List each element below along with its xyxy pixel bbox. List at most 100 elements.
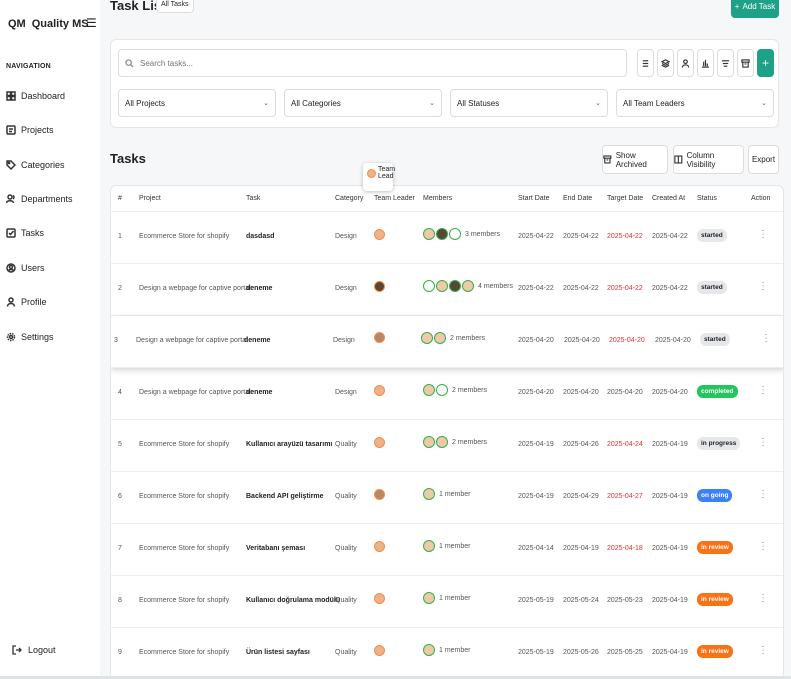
members-group[interactable]: 3 members: [423, 228, 500, 240]
leaders-select[interactable]: All Team Leaders ⌄: [616, 89, 774, 117]
col-header-status[interactable]: Status: [697, 195, 717, 202]
col-header-start-date[interactable]: Start Date: [518, 195, 550, 202]
col-header-num[interactable]: #: [118, 195, 122, 202]
column-visibility-button[interactable]: Column Visibility: [673, 145, 744, 174]
team-lead-tooltip: Team Lead: [363, 163, 395, 191]
row-task[interactable]: Backend API geliştirme: [246, 493, 324, 500]
more-options-icon[interactable]: ⋮: [761, 333, 771, 344]
export-button[interactable]: Export: [748, 145, 779, 174]
members-group[interactable]: 1 member: [423, 644, 471, 656]
sidebar-item-tasks[interactable]: Tasks: [6, 228, 44, 238]
sort-button[interactable]: [717, 49, 734, 77]
table-row[interactable]: 1 Ecommerce Store for shopify dasdasd De…: [111, 212, 783, 264]
layers-button[interactable]: [657, 49, 674, 77]
add-task-button[interactable]: + Add Task: [731, 0, 779, 18]
sidebar-item-profile[interactable]: Profile: [6, 297, 47, 307]
col-header-target-date[interactable]: Target Date: [607, 195, 644, 202]
team-leader-avatar[interactable]: [374, 229, 385, 240]
team-leader-avatar[interactable]: [374, 541, 385, 552]
more-options-icon[interactable]: ⋮: [758, 385, 768, 396]
row-task[interactable]: deneme: [246, 285, 273, 292]
export-label: Export: [751, 155, 776, 164]
team-leader-avatar[interactable]: [374, 385, 385, 396]
all-tasks-chip[interactable]: All Tasks: [156, 0, 194, 13]
members-group[interactable]: 1 member: [423, 488, 471, 500]
table-row[interactable]: 7 Ecommerce Store for shopify Veritabanı…: [111, 524, 783, 576]
more-options-icon[interactable]: ⋮: [758, 645, 768, 656]
chart-button[interactable]: [697, 49, 714, 77]
row-task[interactable]: Kullanıcı arayüzü tasarımı: [246, 441, 333, 448]
row-task[interactable]: Veritabanı şeması: [246, 545, 306, 552]
table-row[interactable]: 9 Ecommerce Store for shopify Ürün liste…: [111, 628, 783, 678]
member-avatar: [462, 280, 474, 292]
more-options-icon[interactable]: ⋮: [758, 489, 768, 500]
more-options-icon[interactable]: ⋮: [758, 437, 768, 448]
more-options-icon[interactable]: ⋮: [758, 593, 768, 604]
list-view-button[interactable]: [637, 49, 654, 77]
row-number: 9: [118, 649, 122, 656]
sidebar-item-settings[interactable]: Settings: [6, 332, 54, 342]
team-leader-avatar[interactable]: [374, 281, 385, 292]
members-group[interactable]: 1 member: [423, 592, 471, 604]
row-task[interactable]: deneme: [246, 389, 273, 396]
sidebar-item-projects[interactable]: Projects: [6, 125, 54, 135]
sidebar-item-departments[interactable]: Departments: [6, 194, 73, 204]
members-group[interactable]: 2 members: [423, 436, 487, 448]
gear-icon: [6, 332, 16, 342]
statuses-select[interactable]: All Statuses ⌄: [450, 89, 608, 117]
projects-select-value: All Projects: [125, 98, 166, 108]
col-header-category[interactable]: Category: [335, 195, 364, 202]
row-task[interactable]: deneme: [244, 337, 271, 344]
col-header-created-at[interactable]: Created At: [652, 195, 686, 202]
sidebar-item-categories[interactable]: Categories: [6, 160, 65, 170]
table-row[interactable]: 3 Design a webpage for captive portal de…: [111, 316, 783, 368]
table-row[interactable]: 4 Design a webpage for captive portal de…: [111, 368, 783, 420]
sidebar-item-dashboard[interactable]: Dashboard: [6, 91, 65, 101]
team-leader-avatar[interactable]: [374, 332, 385, 343]
col-header-end-date[interactable]: End Date: [563, 195, 593, 202]
filter-card: + All Projects ⌄ All Categories ⌄ All St…: [110, 39, 779, 128]
team-leader-avatar[interactable]: [374, 437, 385, 448]
archive-button[interactable]: [737, 49, 754, 77]
col-header-action: Action: [751, 195, 771, 202]
col-header-members[interactable]: Members: [423, 195, 453, 202]
table-row[interactable]: 8 Ecommerce Store for shopify Kullanıcı …: [111, 576, 783, 628]
table-row[interactable]: 2 Design a webpage for captive portal de…: [111, 264, 783, 316]
row-task[interactable]: Ürün listesi sayfası: [246, 649, 310, 656]
horizontal-scrollbar[interactable]: [0, 676, 791, 679]
row-task[interactable]: dasdasd: [246, 233, 275, 240]
bar-chart-icon: [701, 59, 710, 68]
member-count: 1 member: [439, 646, 471, 654]
plus-icon: +: [734, 1, 740, 11]
more-options-icon[interactable]: ⋮: [758, 229, 768, 240]
hamburger-icon[interactable]: ☰: [86, 16, 97, 30]
col-header-task[interactable]: Task: [246, 195, 261, 202]
more-options-icon[interactable]: ⋮: [758, 541, 768, 552]
add-filter-button[interactable]: +: [757, 49, 774, 77]
user-filter-button[interactable]: [677, 49, 694, 77]
categories-select[interactable]: All Categories ⌄: [284, 89, 442, 117]
table-row[interactable]: 5 Ecommerce Store for shopify Kullanıcı …: [111, 420, 783, 472]
members-group[interactable]: 2 members: [421, 332, 485, 344]
members-group[interactable]: 1 member: [423, 540, 471, 552]
search-box[interactable]: [118, 49, 627, 77]
brand[interactable]: QM Quality MS: [8, 18, 89, 30]
sidebar-item-label: Users: [21, 263, 45, 273]
logout-button[interactable]: Logout: [12, 645, 56, 655]
row-task[interactable]: Kullanıcı doğrulama modülü: [246, 597, 341, 604]
col-header-team-leader[interactable]: Team Leader: [374, 195, 415, 202]
team-leader-avatar[interactable]: [374, 645, 385, 656]
team-leader-avatar[interactable]: [374, 489, 385, 500]
member-count: 3 members: [465, 230, 501, 238]
col-header-project[interactable]: Project: [139, 195, 161, 202]
projects-select[interactable]: All Projects ⌄: [118, 89, 276, 117]
search-input[interactable]: [140, 58, 620, 68]
more-options-icon[interactable]: ⋮: [758, 281, 768, 292]
sidebar-item-users[interactable]: Users: [6, 263, 45, 273]
table-row[interactable]: 6 Ecommerce Store for shopify Backend AP…: [111, 472, 783, 524]
row-target-date: 2025-05-25: [607, 649, 643, 656]
members-group[interactable]: 2 members: [423, 384, 487, 396]
team-leader-avatar[interactable]: [374, 593, 385, 604]
show-archived-button[interactable]: Show Archived: [602, 145, 668, 174]
members-group[interactable]: 4 members: [423, 280, 513, 292]
